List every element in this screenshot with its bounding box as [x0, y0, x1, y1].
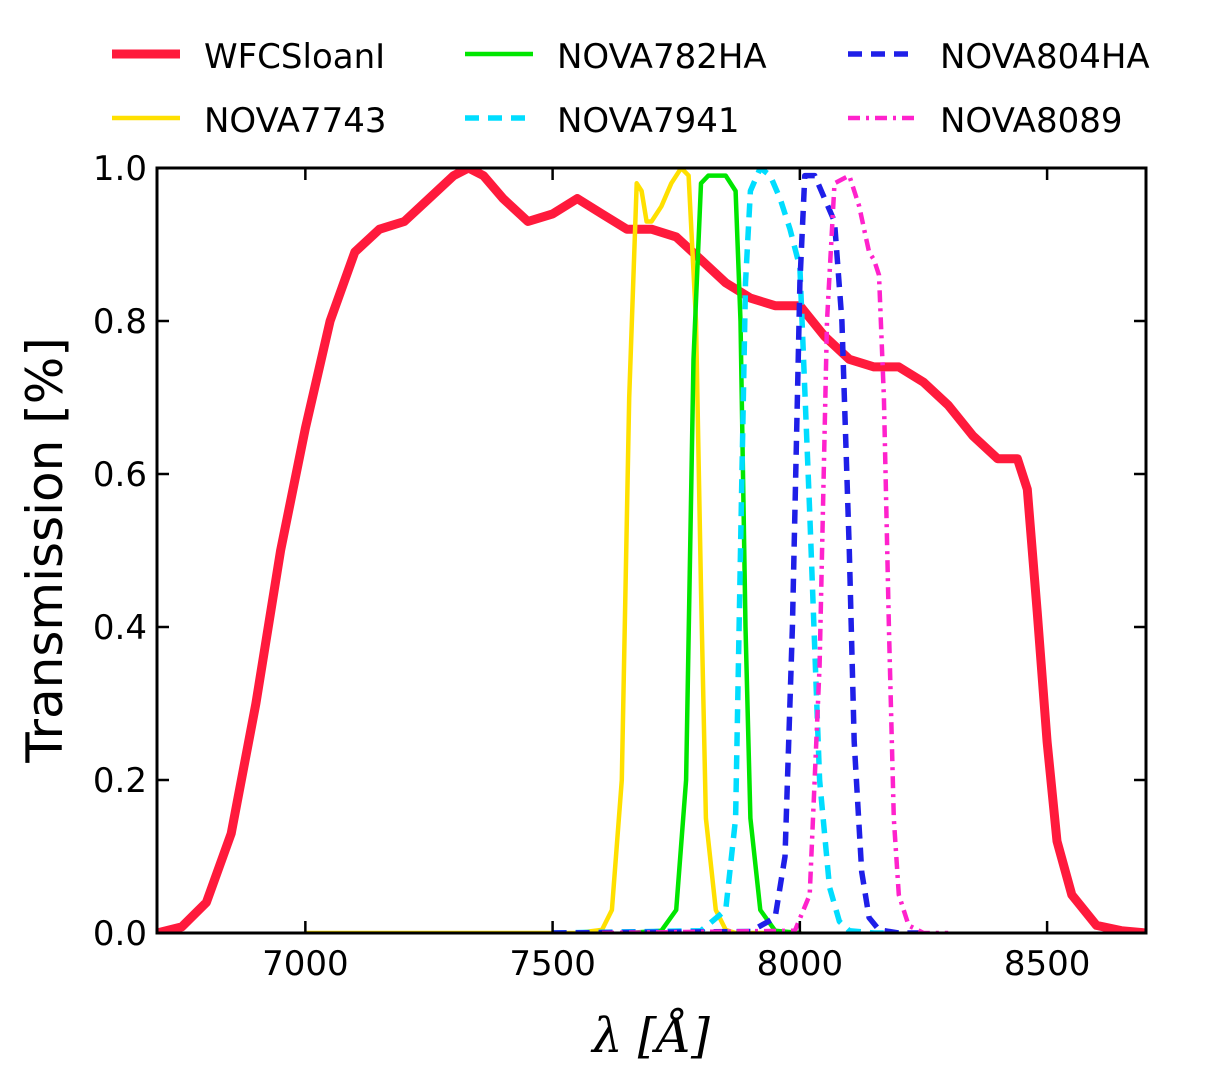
y-tick-label: 0.6 [93, 455, 147, 495]
plot-frame [155, 166, 1148, 935]
legend: WFCSloanI NOVA7743 NOVA782HA NOVA7941 NOVA80… [112, 37, 1150, 141]
series-layer [157, 168, 1146, 933]
x-tick-label: 8500 [1004, 944, 1091, 984]
series-line-nova7941 [552, 168, 899, 933]
legend-entry-wfcsloani: WFCSloanI [112, 37, 385, 77]
x-tick-label: 8000 [757, 944, 844, 984]
y-tick-label: 0.0 [93, 914, 147, 954]
y-axis-title: Transmission [%] [16, 337, 74, 763]
ticks-layer: 7000 7500 8000 8500 0.0 0.2 0.4 0.6 0.8 1.0 [93, 149, 1146, 984]
x-tick-label: 7500 [509, 944, 596, 984]
legend-entry-nova7941: NOVA7941 [465, 101, 739, 141]
series-line-nova782ha [624, 173, 803, 933]
legend-entry-nova7743: NOVA7743 [112, 101, 386, 141]
legend-label: NOVA7941 [557, 101, 739, 141]
legend-entry-nova804ha: NOVA804HA [848, 37, 1150, 77]
y-tick-label: 0.4 [93, 608, 147, 648]
y-tick-label: 0.8 [93, 302, 147, 342]
legend-label: WFCSloanI [204, 37, 385, 77]
series-line-nova8089 [601, 173, 949, 933]
series-line-wfcsloani [157, 168, 1146, 933]
legend-label: NOVA7743 [204, 101, 386, 141]
legend-label: NOVA804HA [940, 37, 1150, 77]
y-tick-label: 1.0 [93, 149, 147, 189]
x-axis-title: λ [Å] [590, 1007, 710, 1064]
legend-label: NOVA8089 [940, 101, 1122, 141]
series-line-nova804ha [552, 172, 924, 933]
series-line-nova7743 [303, 168, 803, 933]
y-tick-label: 0.2 [93, 761, 147, 801]
legend-entry-nova782ha: NOVA782HA [465, 37, 767, 77]
legend-entry-nova8089: NOVA8089 [848, 101, 1122, 141]
x-tick-label: 7000 [262, 944, 349, 984]
legend-label: NOVA782HA [557, 37, 767, 77]
